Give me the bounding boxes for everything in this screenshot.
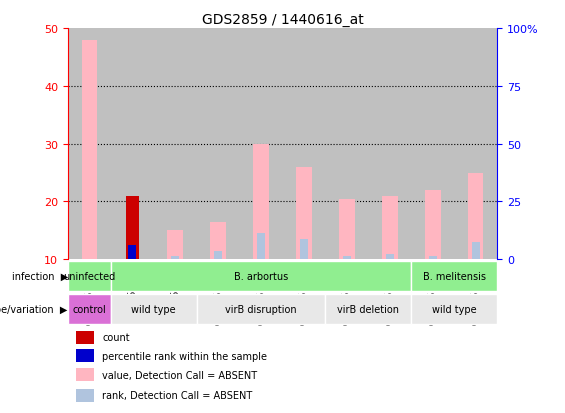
Bar [325, 29, 368, 260]
Bar [343, 257, 351, 260]
Text: control: control [72, 304, 106, 314]
FancyBboxPatch shape [111, 294, 197, 324]
Text: rank, Detection Call = ABSENT: rank, Detection Call = ABSENT [102, 390, 253, 400]
Bar [253, 144, 269, 260]
Bar [76, 368, 94, 381]
Bar [111, 29, 154, 260]
Text: uninfected: uninfected [63, 271, 115, 281]
Bar [468, 173, 484, 260]
FancyBboxPatch shape [325, 294, 411, 324]
Bar [171, 257, 179, 260]
Bar [214, 251, 222, 260]
Bar [76, 349, 94, 362]
Bar [429, 257, 437, 260]
Bar [126, 196, 138, 260]
Bar [257, 234, 265, 260]
Bar [76, 389, 94, 401]
Bar [197, 29, 240, 260]
FancyBboxPatch shape [197, 294, 325, 324]
Title: GDS2859 / 1440616_at: GDS2859 / 1440616_at [202, 12, 363, 26]
Bar [454, 29, 497, 260]
Text: count: count [102, 332, 130, 342]
Bar [368, 29, 411, 260]
Bar [296, 167, 312, 260]
Bar [68, 29, 111, 260]
Bar [76, 331, 94, 344]
Bar [411, 29, 454, 260]
Bar [472, 242, 480, 260]
FancyBboxPatch shape [68, 261, 111, 291]
FancyBboxPatch shape [411, 261, 497, 291]
FancyBboxPatch shape [68, 294, 111, 324]
FancyBboxPatch shape [111, 261, 411, 291]
Bar [425, 190, 441, 260]
Text: value, Detection Call = ABSENT: value, Detection Call = ABSENT [102, 370, 257, 380]
Text: genotype/variation  ▶: genotype/variation ▶ [0, 304, 68, 314]
Bar [382, 196, 398, 260]
Text: virB disruption: virB disruption [225, 304, 297, 314]
Bar [240, 29, 282, 260]
Text: infection  ▶: infection ▶ [11, 271, 68, 281]
FancyBboxPatch shape [411, 294, 497, 324]
Text: wild type: wild type [132, 304, 176, 314]
Bar [339, 199, 355, 260]
Text: percentile rank within the sample: percentile rank within the sample [102, 351, 267, 361]
Text: B. melitensis: B. melitensis [423, 271, 486, 281]
Bar [386, 254, 394, 260]
Bar [210, 222, 226, 260]
Text: virB deletion: virB deletion [337, 304, 399, 314]
Bar [128, 245, 136, 260]
Bar [154, 29, 197, 260]
Bar [167, 231, 183, 260]
Bar [81, 40, 97, 260]
Bar [282, 29, 325, 260]
Bar [300, 240, 308, 260]
Text: wild type: wild type [432, 304, 476, 314]
Text: B. arbortus: B. arbortus [234, 271, 288, 281]
